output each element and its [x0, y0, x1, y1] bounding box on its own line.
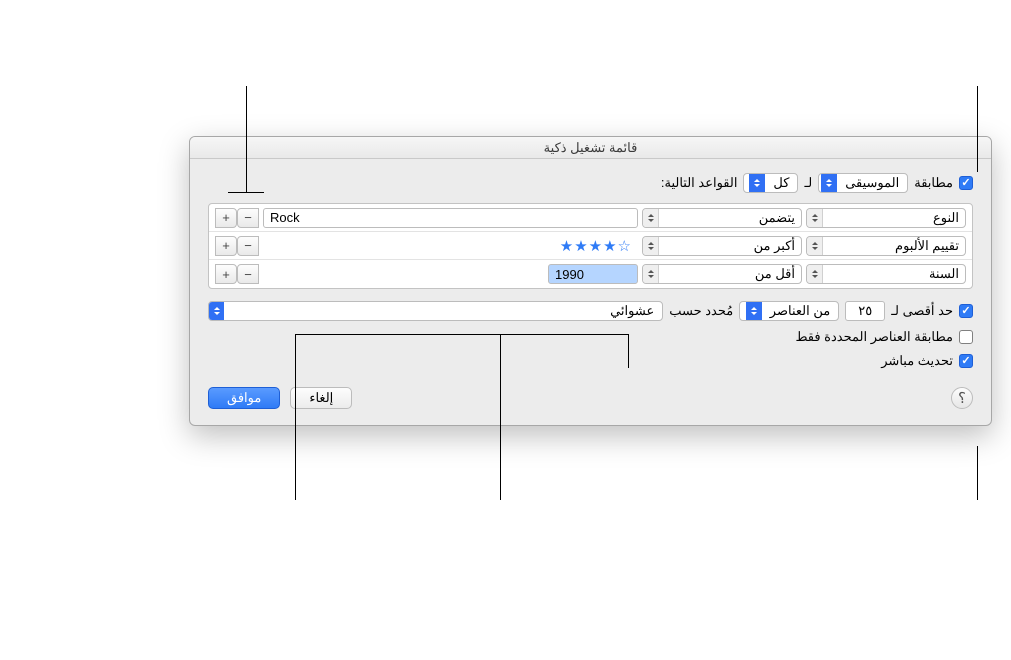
match-source-popup[interactable]: الموسيقى [818, 173, 908, 193]
limit-label-prefix: حد أقصى لـ [891, 303, 953, 319]
window-content: مطابقة الموسيقى لـ كل القواعد التالية: ا… [190, 159, 991, 425]
rule-field-value: تقييم الألبوم [823, 238, 965, 254]
rule-row: السنة أقل من 1990 − + [209, 260, 972, 288]
callout-line [228, 192, 264, 193]
match-for-label: لـ [804, 175, 812, 191]
rule-pm-group: − + [215, 236, 259, 256]
callout-line [295, 334, 505, 335]
callout-line [246, 86, 247, 192]
cancel-button[interactable]: إلغاء [290, 387, 352, 409]
rule-field-popup[interactable]: السنة [806, 264, 966, 284]
star-rating: ★★★★☆ [560, 237, 632, 255]
rule-field-popup[interactable]: تقييم الألبوم [806, 236, 966, 256]
limit-unit-popup[interactable]: من العناصر [739, 301, 839, 321]
button-group: إلغاء موافق [208, 387, 352, 409]
callout-line [977, 86, 978, 172]
match-suffix-label: القواعد التالية: [661, 175, 738, 191]
chevron-updown-icon [643, 209, 659, 227]
match-label-prefix: مطابقة [914, 175, 953, 191]
rule-pm-group: − + [215, 264, 259, 284]
callout-line [977, 446, 978, 500]
ok-button[interactable]: موافق [208, 387, 280, 409]
add-rule-button[interactable]: + [215, 236, 237, 256]
rule-value-field[interactable]: ★★★★☆ [263, 236, 638, 256]
chevron-updown-icon [749, 174, 765, 192]
match-checkbox[interactable] [959, 176, 973, 190]
chevron-updown-icon [807, 265, 823, 283]
limit-checkbox[interactable] [959, 304, 973, 318]
rule-operator-popup[interactable]: يتضمن [642, 208, 802, 228]
callout-line [295, 334, 296, 500]
callout-line [628, 334, 629, 368]
limit-selectedby-value: عشوائي [224, 303, 662, 319]
rule-field-popup[interactable]: النوع [806, 208, 966, 228]
limit-count-field[interactable]: ٢٥ [845, 301, 885, 321]
limit-row: حد أقصى لـ ٢٥ من العناصر مُحدد حسب عشوائ… [208, 301, 973, 321]
add-rule-button[interactable]: + [215, 208, 237, 228]
rule-operator-popup[interactable]: أكبر من [642, 236, 802, 256]
rule-field-value: السنة [823, 266, 965, 282]
live-update-checkbox[interactable] [959, 354, 973, 368]
chevron-updown-icon [821, 174, 837, 192]
match-scope-popup[interactable]: كل [743, 173, 798, 193]
match-only-checkbox[interactable] [959, 330, 973, 344]
rule-field-value: النوع [823, 210, 965, 226]
limit-selectedby-label: مُحدد حسب [669, 303, 733, 319]
match-only-row: مطابقة العناصر المحددة فقط [208, 329, 973, 345]
callout-line [500, 334, 501, 500]
remove-rule-button[interactable]: − [237, 264, 259, 284]
rule-row: تقييم الألبوم أكبر من ★★★★☆ − + [209, 232, 972, 260]
add-rule-button[interactable]: + [215, 264, 237, 284]
chevron-updown-icon [643, 237, 659, 255]
footer-row: ؟ إلغاء موافق [208, 387, 973, 409]
chevron-updown-icon [209, 302, 224, 320]
match-scope-value: كل [765, 175, 797, 191]
chevron-updown-icon [643, 265, 659, 283]
window-title: قائمة تشغيل ذكية [190, 137, 991, 159]
rule-operator-value: أكبر من [659, 238, 801, 254]
limit-unit-value: من العناصر [762, 303, 838, 319]
match-source-value: الموسيقى [837, 175, 907, 191]
rule-value-text: Rock [270, 210, 300, 225]
rule-value-text: 1990 [555, 267, 584, 282]
remove-rule-button[interactable]: − [237, 236, 259, 256]
limit-selectedby-popup[interactable]: عشوائي [208, 301, 663, 321]
chevron-updown-icon [807, 237, 823, 255]
live-update-label: تحديث مباشر [881, 353, 953, 369]
rule-operator-popup[interactable]: أقل من [642, 264, 802, 284]
remove-rule-button[interactable]: − [237, 208, 259, 228]
rule-operator-value: أقل من [659, 266, 801, 282]
rule-value-field[interactable]: 1990 [548, 264, 638, 284]
match-row: مطابقة الموسيقى لـ كل القواعد التالية: [208, 173, 973, 193]
rule-operator-value: يتضمن [659, 210, 801, 226]
chevron-updown-icon [807, 209, 823, 227]
rule-pm-group: − + [215, 208, 259, 228]
canvas: { "window": { "title": "قائمة تشغيل ذكية… [0, 0, 1011, 660]
rule-row: النوع يتضمن Rock − + [209, 204, 972, 232]
rule-value-field[interactable]: Rock [263, 208, 638, 228]
help-button[interactable]: ؟ [951, 387, 973, 409]
rules-list: النوع يتضمن Rock − + [208, 203, 973, 289]
live-update-row: تحديث مباشر [208, 353, 973, 369]
callout-line [500, 334, 628, 335]
smart-playlist-window: قائمة تشغيل ذكية مطابقة الموسيقى لـ كل ا… [189, 136, 992, 426]
chevron-updown-icon [746, 302, 762, 320]
match-only-label: مطابقة العناصر المحددة فقط [795, 329, 953, 345]
